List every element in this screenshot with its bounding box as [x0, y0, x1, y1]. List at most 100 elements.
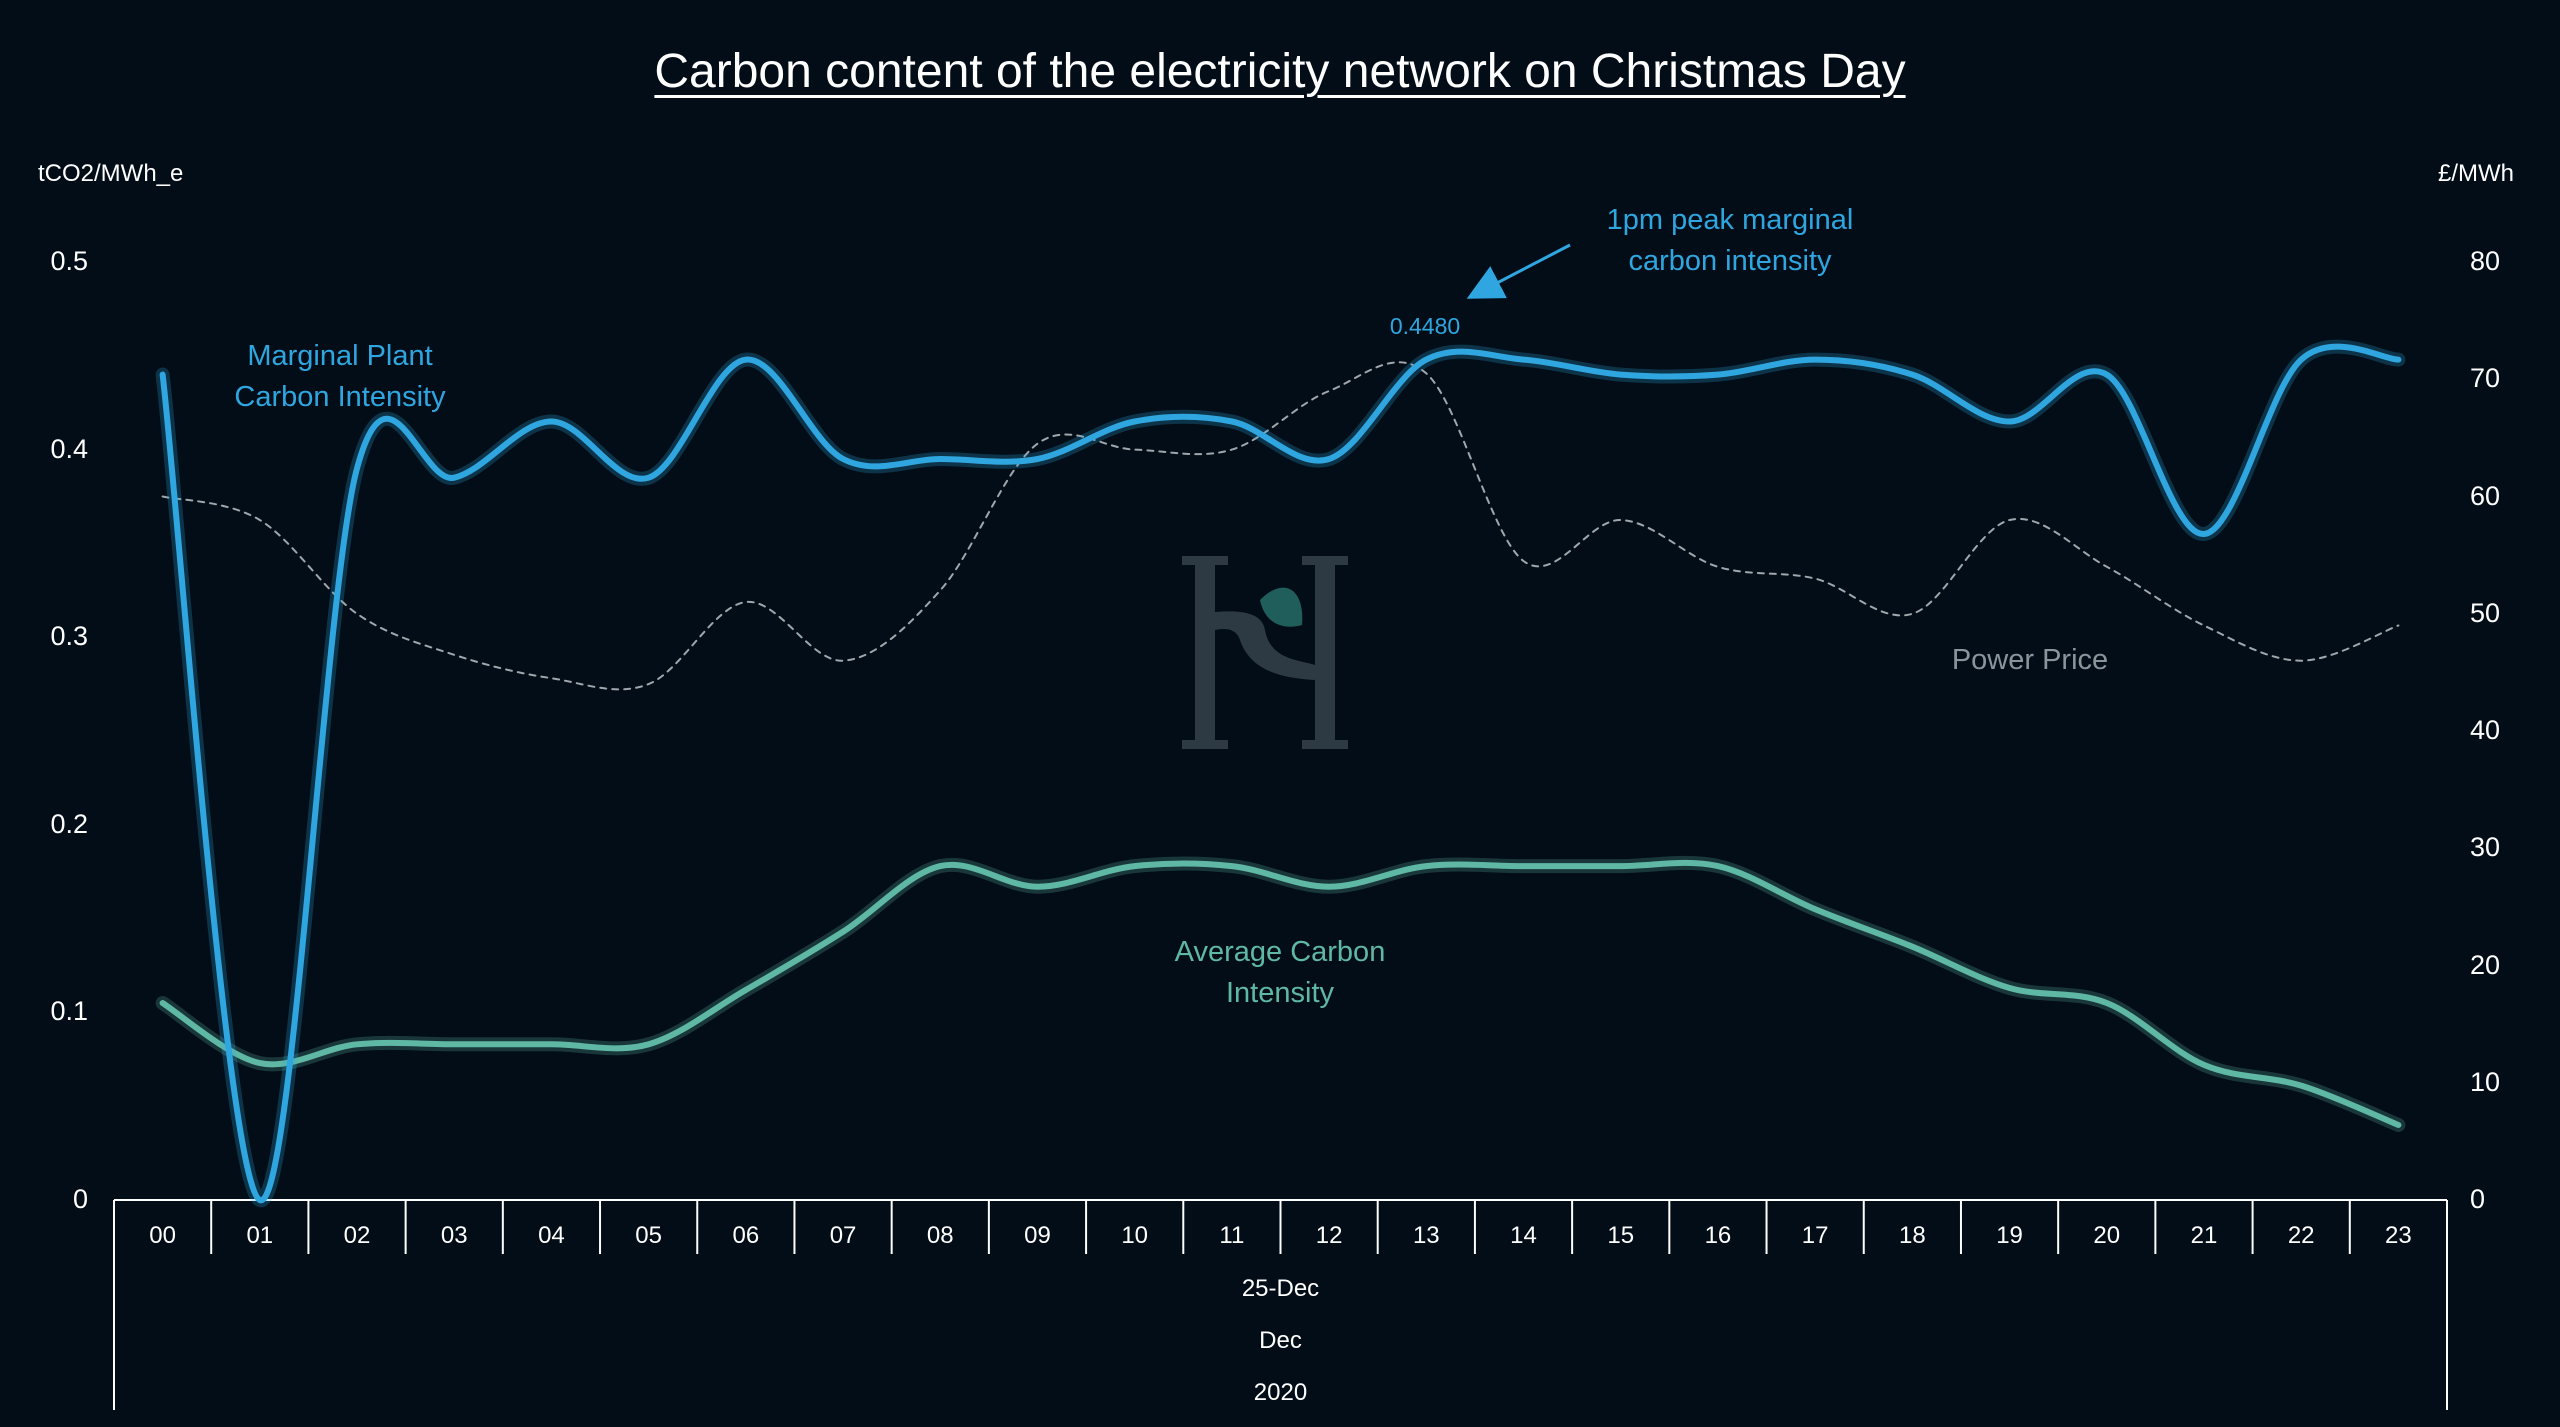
marginal-plant-carbon-intensity-point: [1327, 456, 1332, 461]
left-tick-label: 0.5: [50, 246, 88, 276]
marginal-plant-carbon-intensity-point: [1910, 372, 1915, 377]
x-tick-label: 08: [926, 1222, 954, 1249]
marginal-plant-carbon-intensity-point: [2007, 419, 2012, 424]
x-tick-label: 11: [1219, 1222, 1245, 1249]
marginal-plant-carbon-intensity-point: [1132, 419, 1137, 424]
peak-arrow: [1466, 243, 1571, 299]
power-price-point: [647, 682, 651, 686]
marginal-plant-carbon-intensity-point: [1035, 456, 1040, 461]
marginal-plant-carbon-intensity-point: [1715, 372, 1720, 377]
average-carbon-intensity-point: [1327, 884, 1332, 889]
marginal-plant-carbon-intensity-point: [2299, 357, 2304, 362]
average-series-label: Average Carbon Intensity: [1174, 936, 1386, 1009]
power-price-point: [1522, 559, 1526, 563]
marginal-plant-carbon-intensity-point: [2201, 532, 2206, 537]
power-price-point: [1035, 442, 1039, 446]
right-axis-unit: £/MWh: [2438, 160, 2515, 187]
marginal-plant-carbon-intensity-line: [159, 343, 2402, 1203]
power-price-point: [2105, 565, 2109, 569]
power-price-point: [744, 600, 748, 604]
x-tick-label: 01: [246, 1222, 274, 1249]
marginal-plant-carbon-intensity-point: [2104, 372, 2109, 377]
left-tick-label: 0: [72, 1184, 88, 1214]
price-series-label: Power Price: [1951, 644, 2109, 676]
power-price-point: [2396, 623, 2400, 627]
x-tick-label: 03: [440, 1222, 468, 1249]
marginal-plant-carbon-intensity-point: [841, 456, 846, 461]
average-carbon-intensity-point: [1521, 864, 1526, 869]
average-carbon-intensity-point: [743, 987, 748, 992]
marginal-plant-carbon-intensity-point: [1521, 357, 1526, 362]
right-tick-label: 50: [2470, 597, 2501, 628]
marginal-plant-carbon-intensity-point: [1229, 419, 1234, 424]
marginal-plant-carbon-intensity-point: [257, 1198, 262, 1202]
average-carbon-intensity-point: [1229, 864, 1234, 869]
right-tick-label: 30: [2470, 832, 2501, 863]
average-carbon-intensity-point: [452, 1042, 457, 1047]
x-tick-label: 15: [1607, 1222, 1635, 1249]
x-tick-label: 19: [1996, 1222, 2023, 1249]
right-tick-label: 70: [2470, 363, 2501, 394]
power-price-point: [161, 495, 165, 499]
average-carbon-intensity-point: [2396, 1122, 2401, 1127]
power-price-point: [549, 676, 553, 680]
power-price-point: [355, 612, 359, 616]
x-tick-label: 04: [538, 1222, 565, 1249]
x-group-year: 2020: [1253, 1379, 1308, 1406]
average-carbon-intensity-point: [355, 1042, 360, 1047]
power-price-point: [452, 653, 456, 657]
marginal-series-label: Marginal Plant Carbon Intensity: [234, 340, 446, 413]
right-tick-label: 10: [2470, 1066, 2501, 1097]
power-price-point: [841, 659, 845, 663]
x-tick-label: 14: [1510, 1222, 1537, 1249]
x-tick-label: 17: [1801, 1222, 1829, 1249]
right-tick-label: 60: [2470, 480, 2501, 511]
marginal-plant-carbon-intensity-point: [646, 475, 651, 480]
x-axis-dividers: [113, 1200, 2448, 1410]
chart-title: Carbon content of the electricity networ…: [654, 45, 1906, 98]
x-tick-label: 16: [1704, 1222, 1732, 1249]
power-price-point: [2299, 659, 2303, 663]
x-tick-label: 05: [635, 1222, 662, 1249]
x-tick-label: 06: [732, 1222, 760, 1249]
peak-note: 1pm peak marginal carbon intensity: [1606, 204, 1854, 277]
x-tick-label: 07: [829, 1222, 857, 1249]
average-carbon-intensity-point: [2007, 986, 2012, 991]
marginal-plant-carbon-intensity-point: [743, 357, 748, 362]
x-tick-label: 21: [2190, 1222, 2218, 1249]
average-carbon-intensity-point: [646, 1042, 651, 1047]
average-carbon-intensity-point: [2299, 1083, 2304, 1088]
x-group-day: 25-Dec: [1241, 1275, 1320, 1302]
average-carbon-intensity-point: [1910, 944, 1915, 949]
right-tick-label: 20: [2470, 949, 2501, 980]
marginal-plant-carbon-intensity-glow: [155, 339, 2406, 1207]
power-price-point: [258, 518, 262, 522]
average-carbon-intensity-point: [549, 1042, 554, 1047]
x-tick-label: 10: [1121, 1222, 1149, 1249]
right-tick-label: 0: [2470, 1184, 2486, 1214]
left-tick-label: 0.3: [50, 621, 88, 652]
average-carbon-intensity-point: [1132, 864, 1137, 869]
x-tick-label: 00: [149, 1222, 176, 1249]
average-carbon-intensity-point: [1813, 907, 1818, 912]
x-tick-label: 20: [2093, 1222, 2121, 1249]
average-carbon-intensity-point: [1618, 864, 1623, 869]
power-price-point: [2202, 623, 2206, 627]
marginal-plant-carbon-intensity-point: [549, 419, 554, 424]
average-carbon-intensity-point: [160, 1001, 165, 1006]
power-price-point: [2008, 518, 2012, 522]
power-price-point: [1424, 371, 1428, 375]
average-carbon-intensity-point: [1035, 884, 1040, 889]
average-carbon-intensity-point: [1424, 864, 1429, 869]
x-tick-label: 12: [1315, 1222, 1343, 1249]
average-carbon-intensity-point: [2201, 1062, 2206, 1067]
x-tick-label: 22: [2287, 1222, 2315, 1249]
average-carbon-intensity-point: [2104, 1001, 2109, 1006]
marginal-plant-carbon-intensity-point: [938, 456, 943, 461]
power-price-point: [1716, 565, 1720, 569]
right-tick-label: 80: [2470, 246, 2501, 276]
marginal-plant-carbon-intensity-point: [355, 466, 360, 471]
marginal-plant-carbon-intensity-point: [1618, 372, 1623, 377]
power-price-point: [1230, 448, 1234, 452]
